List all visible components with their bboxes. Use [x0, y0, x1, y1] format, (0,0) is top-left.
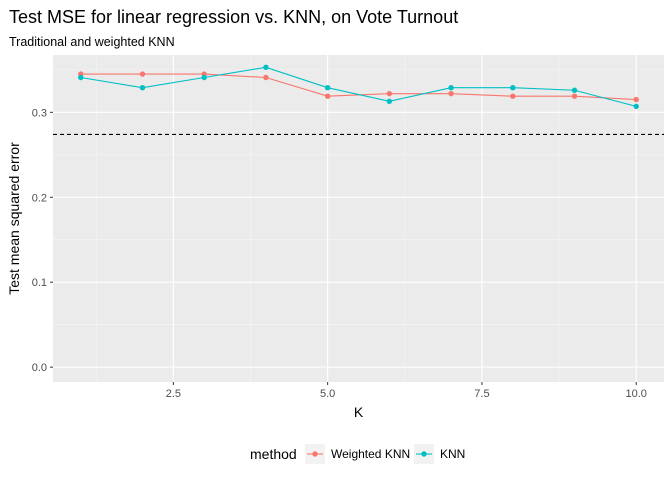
data-point — [448, 85, 454, 91]
data-point — [448, 90, 454, 97]
data-point — [571, 93, 578, 99]
data-point — [78, 74, 84, 81]
minor-gridlines — [53, 55, 664, 382]
y-tick-label: 0.1 — [32, 277, 47, 289]
series-layer — [78, 64, 639, 110]
data-point — [139, 85, 146, 91]
legend-title: method — [250, 446, 297, 462]
y-axis-title: Test mean squared error — [6, 142, 22, 295]
chart-title: Test MSE for linear regression vs. KNN, … — [9, 7, 458, 27]
series-line — [80, 66, 637, 107]
legend: method Weighted KNN KNN — [250, 444, 465, 464]
y-axis-ticks: 0.0 0.1 0.2 0.3 — [32, 107, 53, 374]
data-point — [386, 90, 393, 97]
x-tick-label: 10.0 — [626, 388, 647, 400]
data-point — [139, 71, 146, 77]
data-point — [324, 93, 331, 99]
data-point — [633, 96, 639, 103]
y-tick-label: 0.2 — [32, 192, 47, 204]
x-axis-ticks: 2.5 5.0 7.5 10.0 — [166, 382, 647, 400]
series-knn — [78, 64, 639, 110]
plot-panel — [53, 55, 664, 382]
legend-key-point — [421, 451, 427, 457]
data-point — [571, 87, 578, 93]
legend-label: Weighted KNN — [331, 447, 410, 461]
data-point — [201, 74, 207, 81]
x-tick-label: 2.5 — [166, 388, 181, 400]
legend-key-point — [312, 451, 318, 457]
data-point — [263, 74, 269, 81]
legend-item: KNN — [414, 444, 465, 464]
data-point — [263, 64, 269, 71]
y-tick-label: 0.3 — [32, 107, 47, 119]
data-point — [633, 103, 639, 110]
data-point — [510, 85, 516, 91]
x-tick-label: 5.0 — [320, 388, 335, 400]
data-point — [510, 93, 516, 99]
data-point — [324, 85, 331, 91]
x-tick-label: 7.5 — [474, 388, 489, 400]
y-tick-label: 0.0 — [32, 362, 47, 374]
legend-item: Weighted KNN — [305, 444, 410, 464]
data-point — [386, 98, 393, 104]
legend-label: KNN — [440, 447, 465, 461]
major-gridlines — [53, 55, 664, 382]
x-axis-title: K — [354, 404, 364, 420]
chart-subtitle: Traditional and weighted KNN — [9, 35, 175, 49]
